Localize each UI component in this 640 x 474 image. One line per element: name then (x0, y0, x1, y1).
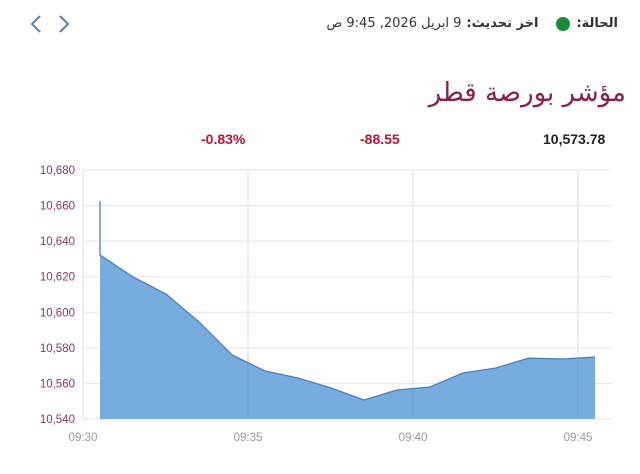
status-indicator-icon (556, 16, 571, 31)
area-fill (100, 201, 595, 419)
area-line (99, 201, 596, 401)
last-update-value: 9 ابريل 2026, 9:45 ص (326, 16, 462, 31)
y-tick: 10,580 (40, 343, 75, 355)
y-tick: 10,600 (40, 307, 75, 319)
y-tick: 10,620 (40, 272, 75, 284)
x-tick: 09:30 (69, 432, 98, 444)
y-tick: 10,640 (40, 236, 75, 248)
y-tick: 10,560 (40, 378, 75, 390)
y-tick: 10,680 (40, 165, 75, 177)
status-bar: الحالة: اخر تحديث: 9 ابريل 2026, 9:45 ص (327, 16, 618, 31)
chevron-right-icon[interactable] (56, 12, 72, 36)
vertical-grid-overlay (247, 355, 579, 419)
x-tick: 09:35 (234, 432, 263, 444)
y-tick: 10,540 (40, 414, 75, 426)
navigation-arrows (28, 12, 72, 36)
chevron-left-icon[interactable] (28, 12, 44, 36)
index-area-chart: 10,680 10,660 10,640 10,620 10,600 10,58… (40, 165, 612, 444)
index-last-value: 10,573.78 (543, 131, 606, 147)
x-tick: 09:45 (564, 432, 593, 444)
y-tick: 10,660 (40, 201, 75, 213)
index-change-value: -88.55 (360, 131, 400, 147)
page-title: مؤشر بورصة قطر (428, 78, 626, 108)
index-change-percent: -0.83% (201, 131, 246, 147)
y-axis-labels: 10,680 10,660 10,640 10,620 10,600 10,58… (40, 165, 75, 426)
status-label: الحالة: (576, 16, 618, 31)
x-tick: 09:40 (399, 432, 428, 444)
x-axis-labels: 09:30 09:35 09:40 09:45 (69, 432, 593, 444)
last-update-label: اخر تحديث: (466, 16, 539, 31)
